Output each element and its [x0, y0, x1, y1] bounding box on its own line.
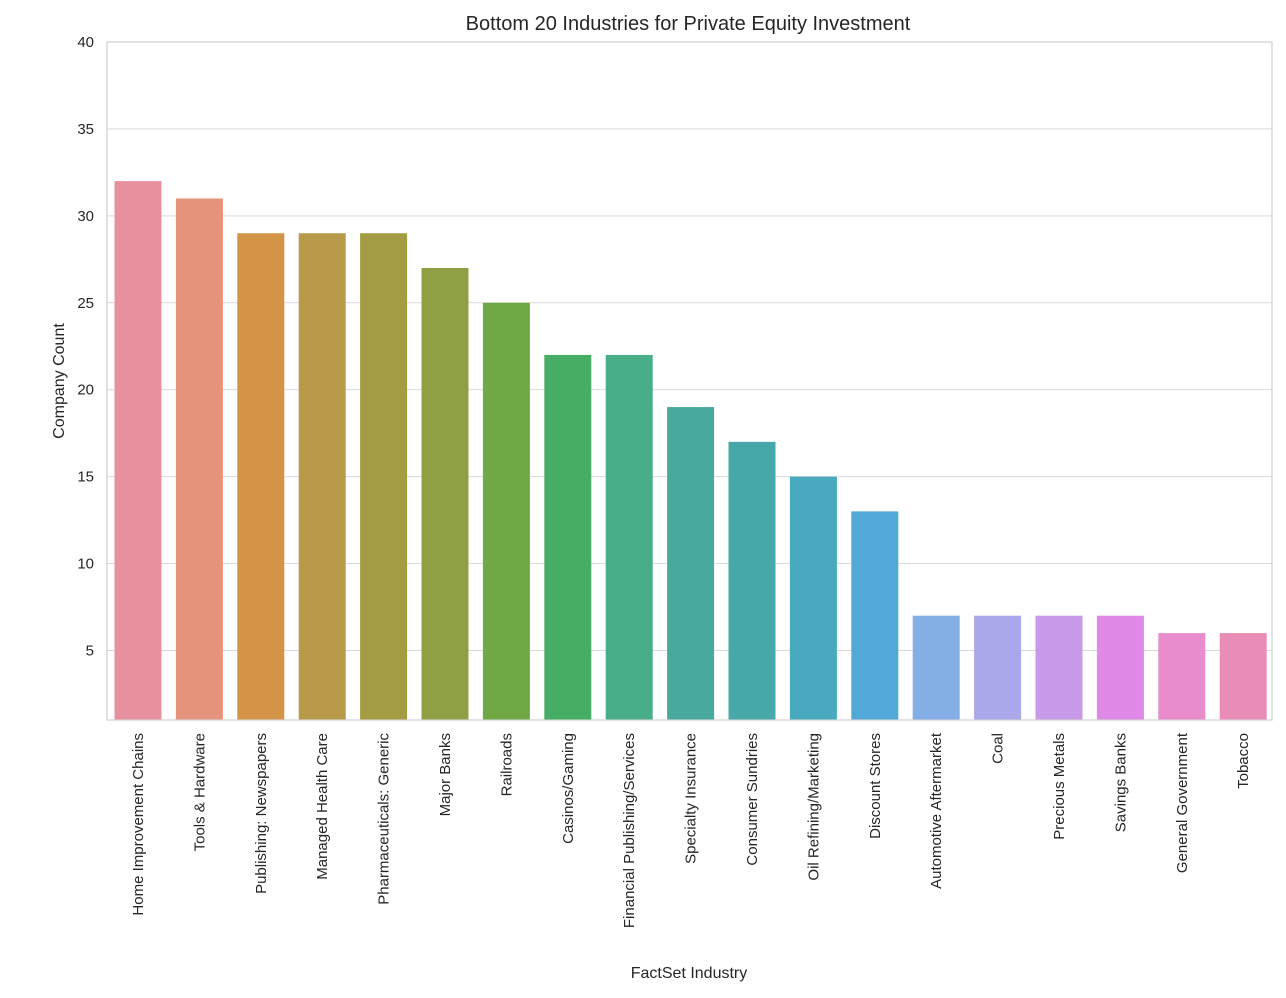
x-tick-label: Casinos/Gaming [560, 733, 577, 844]
x-tick-label: Publishing: Newspapers [253, 733, 270, 894]
y-tick-label: 35 [77, 121, 94, 138]
bar [1219, 633, 1267, 720]
x-tick-label: Financial Publishing/Services [621, 733, 638, 928]
bar [667, 407, 715, 720]
bar [482, 302, 530, 720]
x-tick-label: General Government [1174, 732, 1191, 873]
x-tick-label: Home Improvement Chains [130, 733, 147, 916]
bar [421, 268, 469, 720]
bar [1158, 633, 1206, 720]
x-tick-label: Specialty Insurance [683, 733, 700, 864]
x-tick-label: Managed Health Care [314, 733, 331, 880]
x-tick-label: Coal [990, 733, 1007, 764]
x-tick-label: Tobacco [1235, 733, 1252, 789]
x-tick-label: Oil Refining/Marketing [805, 733, 822, 881]
bar [237, 233, 285, 720]
bar [789, 476, 837, 720]
bar [605, 354, 653, 720]
y-tick-label: 20 [77, 382, 94, 399]
bar [851, 511, 899, 720]
y-axis-label: Company Count [51, 323, 68, 439]
bar [360, 233, 408, 720]
y-tick-label: 30 [77, 208, 94, 225]
chart-title: Bottom 20 Industries for Private Equity … [466, 13, 911, 35]
bar [974, 615, 1022, 720]
y-tick-label: 25 [77, 295, 94, 312]
y-tick-label: 40 [77, 34, 94, 51]
x-tick-label: Tools & Hardware [191, 733, 208, 851]
bar [298, 233, 346, 720]
y-tick-label: 15 [77, 469, 94, 486]
bar [912, 615, 960, 720]
x-tick-label: Savings Banks [1112, 733, 1129, 832]
x-tick-label: Discount Stores [867, 733, 884, 839]
x-tick-label: Consumer Sundries [744, 733, 761, 866]
bar [728, 441, 776, 720]
x-tick-label: Railroads [498, 733, 515, 796]
bar [544, 354, 592, 720]
bar [1035, 615, 1083, 720]
bar [114, 181, 162, 721]
x-tick-label: Precious Metals [1051, 733, 1068, 840]
x-tick-label: Major Banks [437, 733, 454, 816]
x-tick-label: Automotive Aftermarket [928, 732, 945, 889]
bars [114, 181, 1267, 721]
bar [175, 198, 223, 720]
plot-frame [106, 41, 1273, 721]
y-tick-label: 10 [77, 556, 94, 573]
x-tick-label: Pharmaceuticals: Generic [376, 733, 393, 905]
x-axis-ticks: Home Improvement Chains Tools & Hardware P… [130, 732, 1252, 928]
x-axis-label: FactSet Industry [631, 965, 748, 982]
y-tick-label: 5 [86, 642, 94, 659]
bar [1096, 615, 1144, 720]
y-axis-ticks: 5 10 15 20 25 30 35 40 [77, 34, 94, 659]
